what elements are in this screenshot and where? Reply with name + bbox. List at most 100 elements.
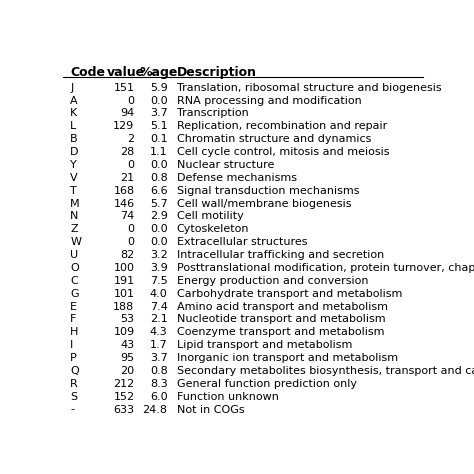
Text: Description: Description: [177, 66, 257, 79]
Text: 6.0: 6.0: [150, 392, 168, 401]
Text: L: L: [70, 121, 76, 131]
Text: Chromatin structure and dynamics: Chromatin structure and dynamics: [177, 134, 371, 144]
Text: -: -: [70, 405, 74, 415]
Text: Code: Code: [70, 66, 105, 79]
Text: RNA processing and modification: RNA processing and modification: [177, 96, 362, 106]
Text: Cell motility: Cell motility: [177, 211, 244, 221]
Text: 20: 20: [120, 366, 135, 376]
Text: 0.8: 0.8: [150, 366, 168, 376]
Text: J: J: [70, 83, 73, 93]
Text: W: W: [70, 237, 81, 247]
Text: Lipid transport and metabolism: Lipid transport and metabolism: [177, 340, 352, 350]
Text: Inorganic ion transport and metabolism: Inorganic ion transport and metabolism: [177, 353, 398, 363]
Text: U: U: [70, 250, 78, 260]
Text: Transcription: Transcription: [177, 109, 248, 118]
Text: General function prediction only: General function prediction only: [177, 379, 357, 389]
Text: 0.0: 0.0: [150, 224, 168, 234]
Text: 94: 94: [120, 109, 135, 118]
Text: 0: 0: [128, 160, 135, 170]
Text: V: V: [70, 173, 78, 183]
Text: Secondary metabolites biosynthesis, transport and catabolism: Secondary metabolites biosynthesis, tran…: [177, 366, 474, 376]
Text: 191: 191: [113, 276, 135, 286]
Text: P: P: [70, 353, 77, 363]
Text: 633: 633: [114, 405, 135, 415]
Text: 152: 152: [113, 392, 135, 401]
Text: 0.1: 0.1: [150, 134, 168, 144]
Text: 151: 151: [114, 83, 135, 93]
Text: 101: 101: [114, 289, 135, 299]
Text: value: value: [107, 66, 145, 79]
Text: D: D: [70, 147, 79, 157]
Text: 4.0: 4.0: [150, 289, 168, 299]
Text: 7.4: 7.4: [150, 301, 168, 311]
Text: 43: 43: [120, 340, 135, 350]
Text: A: A: [70, 96, 78, 106]
Text: Z: Z: [70, 224, 78, 234]
Text: 0.0: 0.0: [150, 96, 168, 106]
Text: Posttranslational modification, protein turnover, chaperones: Posttranslational modification, protein …: [177, 263, 474, 273]
Text: Energy production and conversion: Energy production and conversion: [177, 276, 368, 286]
Text: 3.9: 3.9: [150, 263, 168, 273]
Text: K: K: [70, 109, 78, 118]
Text: 21: 21: [120, 173, 135, 183]
Text: Intracellular trafficking and secretion: Intracellular trafficking and secretion: [177, 250, 384, 260]
Text: N: N: [70, 211, 79, 221]
Text: E: E: [70, 301, 77, 311]
Text: 0: 0: [128, 224, 135, 234]
Text: Amino acid transport and metabolism: Amino acid transport and metabolism: [177, 301, 388, 311]
Text: Defense mechanisms: Defense mechanisms: [177, 173, 297, 183]
Text: Replication, recombination and repair: Replication, recombination and repair: [177, 121, 387, 131]
Text: 0: 0: [128, 96, 135, 106]
Text: 0.0: 0.0: [150, 237, 168, 247]
Text: 6.6: 6.6: [150, 186, 168, 196]
Text: O: O: [70, 263, 79, 273]
Text: 74: 74: [120, 211, 135, 221]
Text: 188: 188: [113, 301, 135, 311]
Text: 100: 100: [114, 263, 135, 273]
Text: Signal transduction mechanisms: Signal transduction mechanisms: [177, 186, 359, 196]
Text: Nucleotide transport and metabolism: Nucleotide transport and metabolism: [177, 314, 385, 325]
Text: Y: Y: [70, 160, 77, 170]
Text: 129: 129: [113, 121, 135, 131]
Text: G: G: [70, 289, 79, 299]
Text: Carbohydrate transport and metabolism: Carbohydrate transport and metabolism: [177, 289, 402, 299]
Text: I: I: [70, 340, 73, 350]
Text: 146: 146: [113, 199, 135, 209]
Text: 0.8: 0.8: [150, 173, 168, 183]
Text: 8.3: 8.3: [150, 379, 168, 389]
Text: 2.1: 2.1: [150, 314, 168, 325]
Text: 28: 28: [120, 147, 135, 157]
Text: 5.1: 5.1: [150, 121, 168, 131]
Text: %age: %age: [140, 66, 178, 79]
Text: B: B: [70, 134, 78, 144]
Text: 95: 95: [120, 353, 135, 363]
Text: 2.9: 2.9: [150, 211, 168, 221]
Text: F: F: [70, 314, 77, 325]
Text: H: H: [70, 328, 79, 337]
Text: 212: 212: [113, 379, 135, 389]
Text: 0.0: 0.0: [150, 160, 168, 170]
Text: Translation, ribosomal structure and biogenesis: Translation, ribosomal structure and bio…: [177, 83, 441, 93]
Text: Nuclear structure: Nuclear structure: [177, 160, 274, 170]
Text: M: M: [70, 199, 80, 209]
Text: Function unknown: Function unknown: [177, 392, 279, 401]
Text: 2: 2: [128, 134, 135, 144]
Text: 5.7: 5.7: [150, 199, 168, 209]
Text: T: T: [70, 186, 77, 196]
Text: Cytoskeleton: Cytoskeleton: [177, 224, 249, 234]
Text: Cell cycle control, mitosis and meiosis: Cell cycle control, mitosis and meiosis: [177, 147, 389, 157]
Text: Not in COGs: Not in COGs: [177, 405, 245, 415]
Text: 168: 168: [113, 186, 135, 196]
Text: 1.7: 1.7: [150, 340, 168, 350]
Text: Extracellular structures: Extracellular structures: [177, 237, 307, 247]
Text: 1.1: 1.1: [150, 147, 168, 157]
Text: Q: Q: [70, 366, 79, 376]
Text: 109: 109: [113, 328, 135, 337]
Text: 53: 53: [120, 314, 135, 325]
Text: 4.3: 4.3: [150, 328, 168, 337]
Text: C: C: [70, 276, 78, 286]
Text: R: R: [70, 379, 78, 389]
Text: Cell wall/membrane biogenesis: Cell wall/membrane biogenesis: [177, 199, 351, 209]
Text: Coenzyme transport and metabolism: Coenzyme transport and metabolism: [177, 328, 384, 337]
Text: 3.7: 3.7: [150, 353, 168, 363]
